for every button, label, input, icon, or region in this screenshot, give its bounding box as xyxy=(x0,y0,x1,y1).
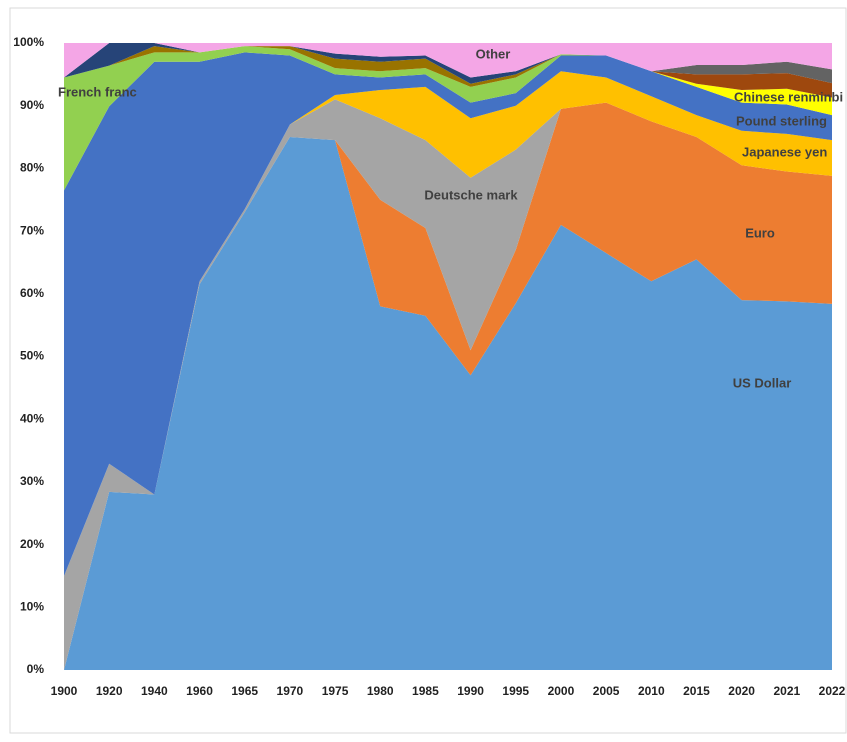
y-tick-label: 60% xyxy=(20,286,44,300)
areas xyxy=(64,43,832,671)
x-tick-label: 2015 xyxy=(683,684,710,698)
area xyxy=(64,46,832,98)
x-tick-label: 2000 xyxy=(548,684,575,698)
x-tick-label: 1970 xyxy=(277,684,304,698)
y-tick-label: 70% xyxy=(20,223,44,237)
x-tick-label: 1980 xyxy=(367,684,394,698)
y-tick-label: 40% xyxy=(20,411,44,425)
series-label: Deutsche mark xyxy=(424,187,518,202)
series-label: Pound sterling xyxy=(736,113,827,128)
x-tick-label: 1975 xyxy=(322,684,349,698)
series-label: US Dollar xyxy=(733,375,792,390)
x-tick-label: 1985 xyxy=(412,684,439,698)
area xyxy=(64,46,832,191)
labels: US Dollar Euro Deutsche mark Japanese yen Po… xyxy=(58,46,843,390)
series-label: Other xyxy=(476,46,511,61)
x-tick-label: 1960 xyxy=(186,684,213,698)
x-tick-label: 2020 xyxy=(728,684,755,698)
y-tick-label: 100% xyxy=(13,35,44,49)
x-tick-label: 1940 xyxy=(141,684,168,698)
y-tick-label: 90% xyxy=(20,98,44,112)
area xyxy=(64,102,832,670)
area xyxy=(64,99,832,671)
area xyxy=(64,137,832,671)
chart-frame xyxy=(9,7,847,734)
y-tick-label: 50% xyxy=(20,349,44,363)
x-tick-label: 1900 xyxy=(51,684,78,698)
x-tick-label: 1920 xyxy=(96,684,123,698)
x-tick-label: 2022 xyxy=(819,684,846,698)
x-tick-label: 1995 xyxy=(502,684,529,698)
series-label: Euro xyxy=(745,225,775,240)
x-tick-label: 2021 xyxy=(773,684,800,698)
y-tick-label: 10% xyxy=(20,599,44,613)
series-label: Chinese renminbi xyxy=(734,89,843,104)
x-tick-label: 1965 xyxy=(231,684,258,698)
y-tick-label: 80% xyxy=(20,161,44,175)
series-label: Japanese yen xyxy=(742,144,827,159)
y-tick-label: 20% xyxy=(20,537,44,551)
x-tick-label: 1990 xyxy=(457,684,484,698)
area xyxy=(64,43,832,78)
y-tick-label: 30% xyxy=(20,474,44,488)
x-tick-label: 2005 xyxy=(593,684,620,698)
y-tick-label: 0% xyxy=(27,662,45,676)
x-tick-label: 2010 xyxy=(638,684,665,698)
area xyxy=(64,52,832,576)
series-label: French franc xyxy=(58,84,137,99)
area xyxy=(64,43,832,98)
